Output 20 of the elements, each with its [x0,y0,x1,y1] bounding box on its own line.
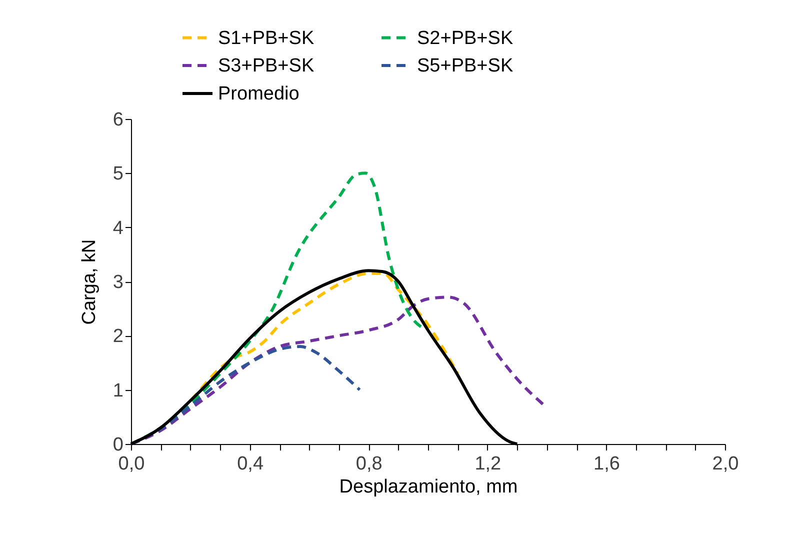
x-tick-label: 1,2 [474,454,502,474]
x-tick-label: 0,4 [237,454,264,474]
y-axis-title: Carga, kN [78,239,100,325]
x-tick-label: 1,6 [593,454,620,474]
y-tick-label: 4 [112,218,124,239]
y-tick-label: 2 [112,326,124,348]
x-tick-label: 2,0 [712,454,739,474]
y-tick-label: 3 [112,272,124,293]
y-tick-label: 6 [112,110,124,130]
legend-label: S2+PB+SK [417,28,514,49]
legend-label: S3+PB+SK [218,56,314,76]
legend-label: Promedio [218,84,300,104]
x-tick-label: 0,8 [356,454,382,474]
x-axis-title: Desplazamiento, mm [339,476,518,498]
y-tick-label: 0 [112,434,124,456]
x-tick-label: 0,0 [118,454,145,474]
legend-label: S5+PB+SK [417,56,514,76]
y-tick-label: 1 [112,380,124,402]
y-tick-label: 5 [112,164,124,185]
legend-label: S1+PB+SK [218,28,314,49]
